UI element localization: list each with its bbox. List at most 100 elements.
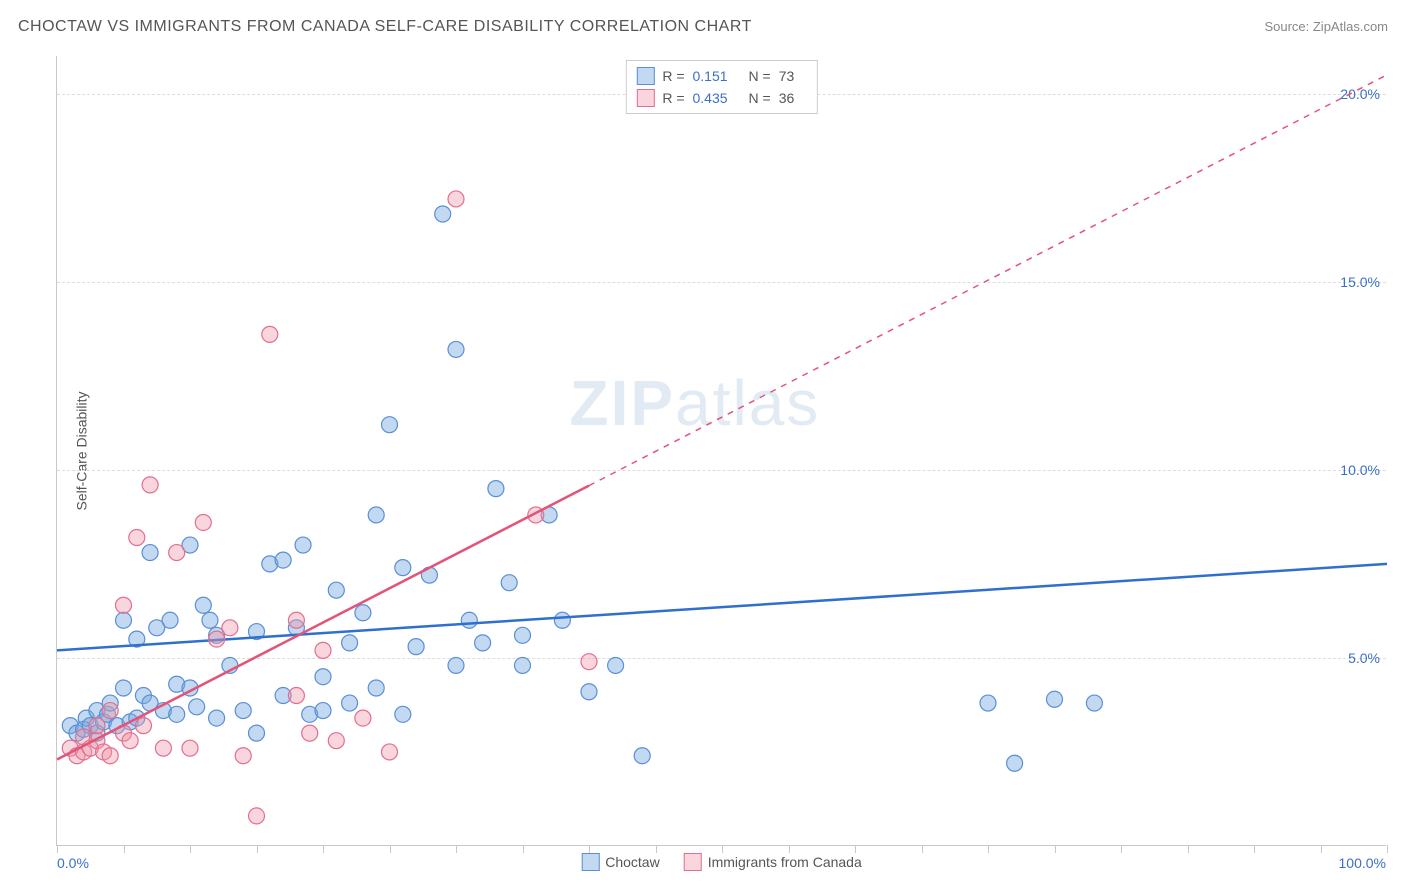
watermark-atlas: atlas xyxy=(675,367,820,439)
legend-series: Choctaw Immigrants from Canada xyxy=(581,853,862,871)
data-point-canada xyxy=(122,733,138,749)
data-point-choctaw xyxy=(608,657,624,673)
x-tick xyxy=(323,845,324,853)
data-point-canada xyxy=(288,612,304,628)
watermark-zip: ZIP xyxy=(570,367,676,439)
data-point-canada xyxy=(76,744,92,760)
x-tick xyxy=(922,845,923,853)
data-point-choctaw xyxy=(634,748,650,764)
data-point-choctaw xyxy=(82,718,98,734)
legend-series-label: Immigrants from Canada xyxy=(708,854,862,870)
data-point-canada xyxy=(448,191,464,207)
x-axis-max-label: 100.0% xyxy=(1339,855,1386,871)
data-point-canada xyxy=(129,530,145,546)
data-point-choctaw xyxy=(342,635,358,651)
data-point-choctaw xyxy=(554,612,570,628)
data-point-choctaw xyxy=(142,695,158,711)
data-point-choctaw xyxy=(355,605,371,621)
data-point-choctaw xyxy=(515,627,531,643)
data-point-canada xyxy=(96,744,112,760)
data-point-canada xyxy=(135,718,151,734)
data-point-choctaw xyxy=(62,718,78,734)
data-point-choctaw xyxy=(448,657,464,673)
data-point-choctaw xyxy=(182,680,198,696)
trend-line-canada-dashed xyxy=(589,75,1387,486)
plot-region: ZIPatlas R =0.151N =73R =0.435N =36 0.0%… xyxy=(56,56,1386,846)
data-point-choctaw xyxy=(368,507,384,523)
data-point-choctaw xyxy=(448,341,464,357)
x-tick xyxy=(1188,845,1189,853)
data-point-choctaw xyxy=(249,624,265,640)
chart-area: Self-Care Disability ZIPatlas R =0.151N … xyxy=(56,56,1386,846)
data-point-choctaw xyxy=(275,552,291,568)
data-point-canada xyxy=(581,654,597,670)
data-point-choctaw xyxy=(475,635,491,651)
data-point-choctaw xyxy=(515,657,531,673)
legend-series-item: Immigrants from Canada xyxy=(684,853,862,871)
x-axis-min-label: 0.0% xyxy=(57,855,89,871)
data-point-choctaw xyxy=(395,560,411,576)
data-point-choctaw xyxy=(116,612,132,628)
y-tick-label: 10.0% xyxy=(1340,462,1380,478)
data-point-choctaw xyxy=(295,537,311,553)
data-point-choctaw xyxy=(102,695,118,711)
data-point-choctaw xyxy=(109,718,125,734)
legend-correlation: R =0.151N =73R =0.435N =36 xyxy=(625,60,817,114)
gridline xyxy=(57,282,1386,283)
data-point-choctaw xyxy=(122,714,138,730)
data-point-choctaw xyxy=(275,688,291,704)
data-point-canada xyxy=(102,703,118,719)
x-tick xyxy=(1321,845,1322,853)
data-point-choctaw xyxy=(162,612,178,628)
data-point-choctaw xyxy=(288,620,304,636)
data-point-canada xyxy=(102,748,118,764)
legend-correlation-row: R =0.151N =73 xyxy=(636,65,806,87)
data-point-choctaw xyxy=(262,556,278,572)
data-point-choctaw xyxy=(69,725,85,741)
data-point-choctaw xyxy=(1007,755,1023,771)
x-tick xyxy=(456,845,457,853)
data-point-canada xyxy=(182,740,198,756)
data-point-canada xyxy=(528,507,544,523)
data-point-canada xyxy=(142,477,158,493)
data-point-choctaw xyxy=(435,206,451,222)
data-point-choctaw xyxy=(408,639,424,655)
legend-swatch xyxy=(581,853,599,871)
x-tick xyxy=(988,845,989,853)
data-point-canada xyxy=(249,808,265,824)
data-point-choctaw xyxy=(116,680,132,696)
legend-n-value: 36 xyxy=(779,87,807,109)
data-point-choctaw xyxy=(96,714,112,730)
data-point-canada xyxy=(62,740,78,756)
legend-r-label: R = xyxy=(662,65,684,87)
data-point-choctaw xyxy=(135,688,151,704)
data-point-canada xyxy=(76,729,92,745)
data-point-choctaw xyxy=(169,676,185,692)
data-point-choctaw xyxy=(235,703,251,719)
data-point-choctaw xyxy=(222,657,238,673)
data-point-choctaw xyxy=(209,627,225,643)
x-tick xyxy=(789,845,790,853)
legend-series-item: Choctaw xyxy=(581,853,659,871)
data-point-canada xyxy=(116,597,132,613)
data-point-canada xyxy=(116,725,132,741)
trend-line-canada xyxy=(57,486,589,760)
x-tick xyxy=(722,845,723,853)
data-point-choctaw xyxy=(342,695,358,711)
x-tick xyxy=(390,845,391,853)
gridline xyxy=(57,470,1386,471)
x-tick xyxy=(1121,845,1122,853)
legend-swatch xyxy=(636,67,654,85)
data-point-canada xyxy=(155,740,171,756)
data-point-choctaw xyxy=(421,567,437,583)
data-point-canada xyxy=(69,748,85,764)
data-point-choctaw xyxy=(315,703,331,719)
data-point-choctaw xyxy=(182,537,198,553)
trend-line-choctaw xyxy=(57,564,1387,651)
x-tick xyxy=(57,845,58,853)
legend-r-label: R = xyxy=(662,87,684,109)
plot-svg xyxy=(57,56,1386,845)
chart-source: Source: ZipAtlas.com xyxy=(1264,19,1388,34)
x-tick xyxy=(855,845,856,853)
data-point-choctaw xyxy=(501,575,517,591)
